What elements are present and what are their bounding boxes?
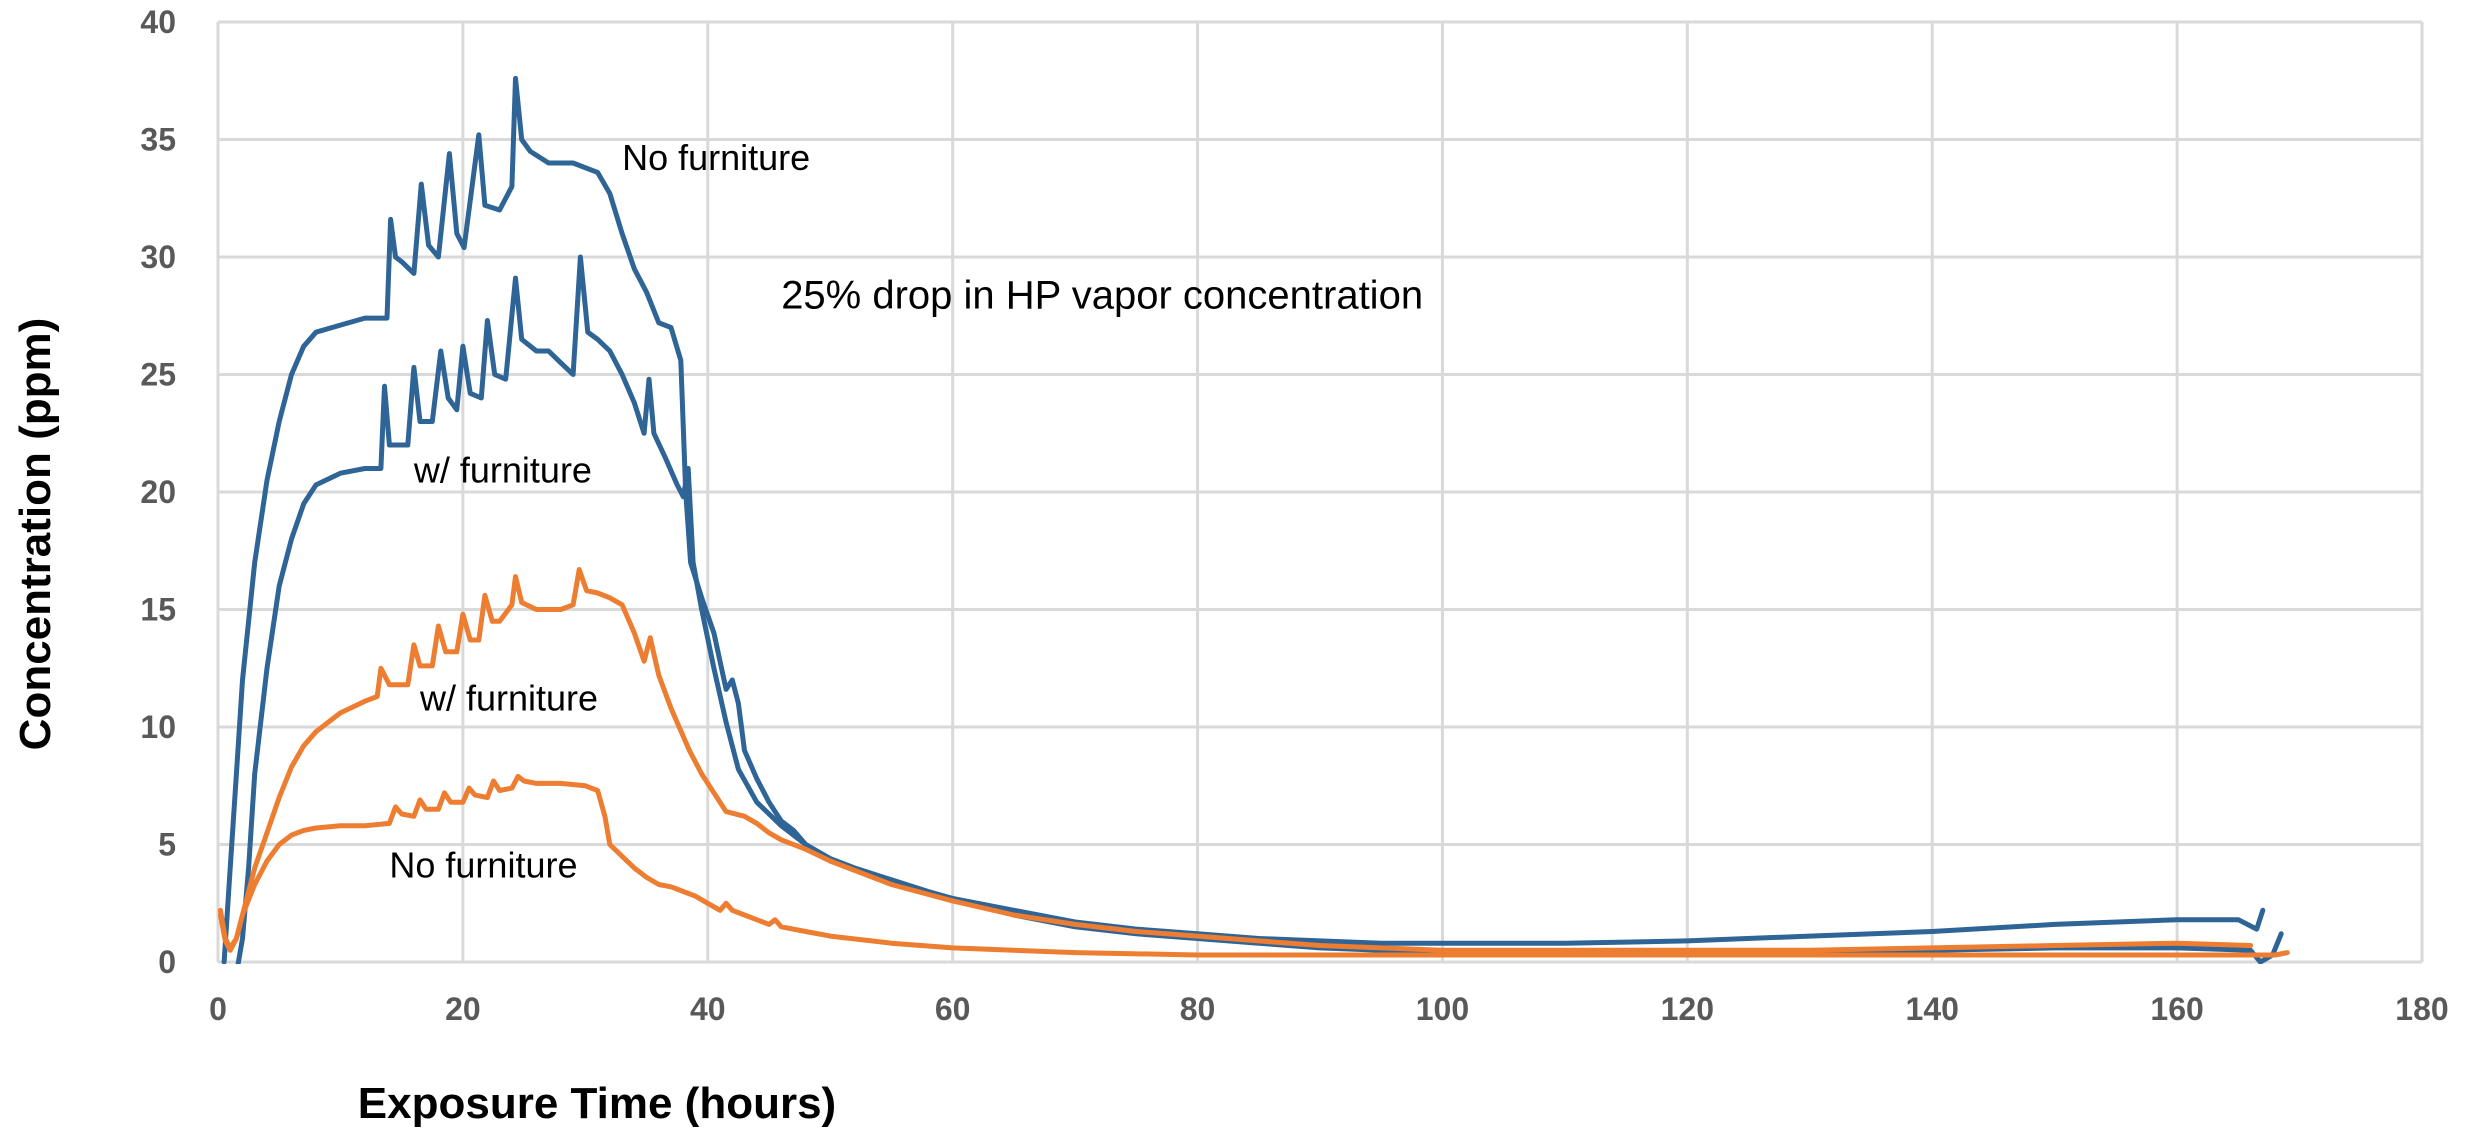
series-line-4	[217, 773, 2290, 958]
y-tick-label: 0	[158, 944, 176, 980]
annotation-w-furniture-blue: w/ furniture	[413, 450, 592, 491]
tick-labels: 0 5 10 15 20 25 30 35 40 0 20 40 60 80 100 120 140 160 180	[140, 4, 2448, 1027]
y-tick-label: 20	[140, 474, 176, 510]
y-tick-label: 40	[140, 4, 176, 40]
x-tick-label: 180	[2395, 991, 2448, 1027]
series-line-1	[221, 75, 2266, 964]
x-axis-title: Exposure Time (hours)	[358, 1079, 836, 1128]
annotation-drop-note: 25% drop in HP vapor concentration	[781, 274, 1423, 318]
x-tick-label: 20	[445, 991, 481, 1027]
y-tick-label: 30	[140, 239, 176, 275]
series-group	[217, 75, 2290, 964]
y-tick-label: 35	[140, 122, 176, 158]
x-tick-label: 60	[935, 991, 971, 1027]
x-tick-label: 160	[2150, 991, 2203, 1027]
grid	[216, 20, 2424, 964]
series-line-3	[217, 567, 2254, 953]
x-tick-label: 120	[1661, 991, 1714, 1027]
y-tick-label: 15	[140, 592, 176, 628]
x-tick-label: 0	[209, 991, 227, 1027]
x-tick-label: 140	[1906, 991, 1959, 1027]
y-tick-label: 5	[158, 827, 176, 863]
annotation-w-furniture-orange: w/ furniture	[419, 678, 598, 719]
x-tick-label: 80	[1180, 991, 1216, 1027]
annotation-no-furniture-bottom: No furniture	[389, 844, 577, 885]
y-axis-title: Concentration (ppm)	[11, 318, 60, 751]
y-tick-label: 25	[140, 357, 176, 393]
y-tick-label: 10	[140, 709, 176, 745]
x-tick-label: 100	[1416, 991, 1469, 1027]
annotation-no-furniture-top: No furniture	[622, 137, 810, 178]
axes	[216, 22, 2422, 964]
x-tick-label: 40	[690, 991, 726, 1027]
